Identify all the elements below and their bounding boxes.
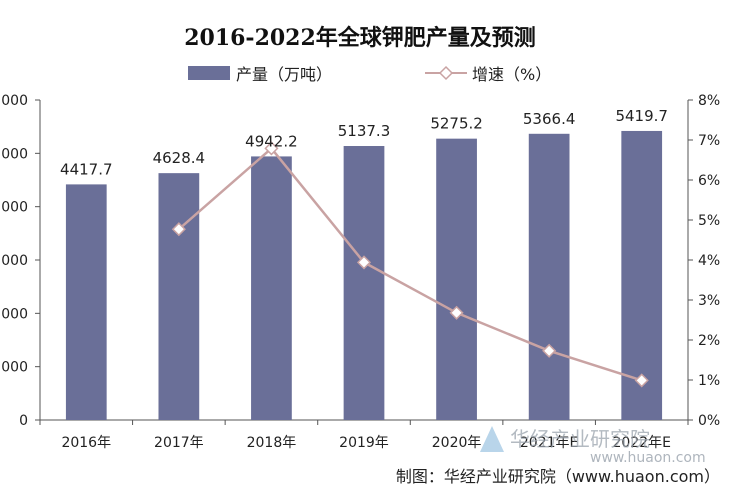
- left-tick-label: 000: [1, 93, 28, 109]
- right-tick-label: 6%: [698, 173, 720, 189]
- growth-point: [171, 222, 186, 237]
- growth-point: [264, 141, 279, 156]
- legend-bar-label: 产量（万吨）: [236, 65, 332, 84]
- data-labels: 4417.7 4628.4 4942.2 5137.3 5275.2 5366.4 5419…: [60, 107, 668, 178]
- bars: [65, 130, 663, 421]
- growth-point: [449, 305, 464, 320]
- bar-value-label: 5366.4: [523, 110, 576, 128]
- watermark-logo-icon: [480, 426, 504, 452]
- x-tick-label: 2017年: [154, 435, 204, 451]
- legend-line-marker: [438, 65, 454, 81]
- growth-point: [356, 255, 372, 270]
- right-tick-label: 8%: [698, 93, 720, 109]
- watermark: 华经产业研究院 www.huaon.com: [480, 426, 706, 466]
- growth-point: [542, 343, 557, 358]
- bar: [65, 184, 107, 420]
- bar: [621, 130, 663, 420]
- right-tick-label: 5%: [698, 213, 720, 229]
- bar-value-label: 4417.7: [60, 160, 113, 178]
- left-tick-label: 000: [1, 146, 28, 162]
- watermark-url: www.huaon.com: [590, 450, 706, 466]
- left-tick-label: 000: [1, 306, 28, 322]
- legend-bar-swatch: [188, 66, 230, 80]
- x-tick-label: 2022年E: [612, 435, 670, 451]
- right-tick-label: 2%: [698, 333, 720, 349]
- bar-value-label: 5419.7: [615, 107, 668, 125]
- right-tick-label: 0%: [698, 413, 720, 429]
- bar: [528, 133, 570, 421]
- bar-value-label: 5275.2: [430, 115, 483, 133]
- left-tick-label: 000: [1, 200, 28, 216]
- left-tick-label: 000: [1, 253, 28, 269]
- bar-value-label: 4942.2: [245, 132, 298, 150]
- legend: 产量（万吨） 增速（%）: [188, 65, 551, 84]
- growth-point: [634, 373, 649, 388]
- growth-line: [171, 141, 649, 388]
- x-tick-label: 2020年: [432, 435, 482, 451]
- right-tick-label: 4%: [698, 253, 720, 269]
- right-tick-label: 7%: [698, 133, 720, 149]
- bar: [436, 138, 477, 420]
- right-tick-label: 3%: [698, 293, 720, 309]
- right-tick-label: 1%: [698, 373, 720, 389]
- axes: 00000000000000000000%1%2%3%4%5%6%7%8%201…: [1, 93, 720, 451]
- watermark-name: 华经产业研究院: [510, 427, 650, 451]
- bar-value-label: 4628.4: [153, 149, 206, 167]
- x-tick-label: 2021年E: [520, 435, 578, 451]
- left-tick-label: 0: [19, 413, 28, 429]
- bar: [251, 156, 292, 420]
- x-tick-label: 2016年: [61, 435, 111, 451]
- bar: [343, 146, 385, 420]
- legend-line-label: 增速（%）: [472, 65, 551, 84]
- bar-value-label: 5137.3: [338, 122, 391, 140]
- source-text: 制图：华经产业研究院（www.huaon.com）: [396, 467, 720, 486]
- x-tick-label: 2018年: [247, 435, 297, 451]
- left-tick-label: 000: [1, 360, 28, 376]
- x-tick-label: 2019年: [339, 435, 389, 451]
- bar: [158, 173, 200, 420]
- chart-title: 2016-2022年全球钾肥产量及预测: [184, 25, 536, 51]
- growth-line-path: [178, 146, 643, 382]
